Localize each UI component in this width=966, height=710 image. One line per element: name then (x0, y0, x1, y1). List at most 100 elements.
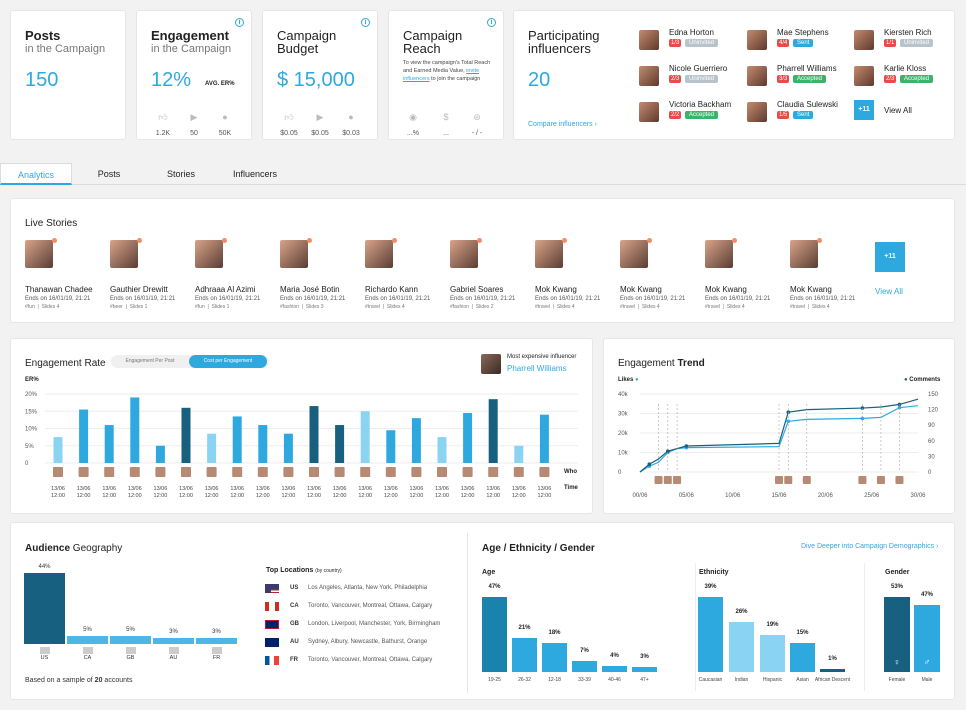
avatar (155, 467, 166, 477)
er-bar (386, 430, 396, 463)
info-icon[interactable]: i (361, 18, 370, 27)
story-tags: #fun | Slides 4 (25, 304, 60, 310)
story-item[interactable]: Mok Kwang Ends on 16/01/19, 21:21 #travel … (790, 238, 870, 310)
reach-description: To view the campaign's Total Reach and E… (403, 60, 491, 82)
geo-bar-category: AU (169, 655, 178, 661)
live-dot-icon (137, 238, 142, 243)
tab-posts[interactable]: Posts (97, 169, 121, 179)
tab-influencers[interactable]: Influencers (232, 169, 278, 179)
more-stories-badge[interactable]: +11 (875, 242, 905, 272)
avatar (854, 66, 874, 86)
demo-bar: 7% 33-39 (572, 648, 597, 683)
x-date-label: 13/06 (282, 486, 296, 492)
story-item[interactable]: Maria José Botin Ends on 16/01/19, 21:21 #… (280, 238, 360, 310)
geo-bar-label: 44% (38, 564, 51, 570)
post-count-badge: 3/3 (777, 75, 790, 83)
bar-value-label: 39% (704, 584, 717, 590)
story-tags: #travel | Slides 4 (365, 304, 405, 310)
female-icon: ♀ (893, 657, 901, 667)
story-item[interactable]: Mok Kwang Ends on 16/01/19, 21:21 #travel … (535, 238, 615, 310)
engagement-trend-card: Engagement Trend Likes ● ● Comments (603, 338, 955, 514)
location-row: AU Sydney, Albury, Newcastle, Bathurst, O… (265, 637, 465, 649)
er-bar (79, 409, 89, 463)
story-tags: #fashion | Slides 2 (450, 304, 494, 310)
engagement-subtitle: in the Campaign (151, 43, 232, 55)
demo-bar: 53% Female (884, 584, 910, 683)
likes-axis-label: Likes ● (618, 377, 639, 383)
x-date-label: 13/06 (512, 486, 526, 492)
location-row: GB London, Liverpool, Manchester, York, B… (265, 619, 465, 631)
geo-bar (110, 635, 151, 644)
engagement-per-post-toggle[interactable]: Engagement Per Post (125, 358, 175, 364)
comment-icon: ● (222, 112, 228, 122)
view-all-influencers[interactable]: View All (884, 106, 912, 115)
story-item[interactable]: Mok Kwang Ends on 16/01/19, 21:21 #travel … (620, 238, 700, 310)
avatar (488, 467, 499, 477)
x-date-label: 13/06 (486, 486, 500, 492)
budget-title-line1: Campaign (277, 28, 337, 43)
er-bar (514, 445, 524, 463)
dollar-icon: $ (443, 112, 449, 122)
time-label: Time (564, 485, 578, 491)
status-badge: Sent (793, 111, 814, 119)
story-ends: Ends on 16/01/19, 21:21 (365, 296, 431, 302)
avatar (309, 467, 319, 477)
more-influencers-badge[interactable]: +11 (854, 100, 874, 120)
story-ends: Ends on 16/01/19, 21:21 (620, 296, 686, 302)
divider (695, 563, 696, 691)
tab-analytics[interactable]: Analytics (0, 163, 72, 185)
expensive-influencer-name[interactable]: Pharrell Williams (507, 364, 567, 373)
story-item[interactable]: Thanawan Chadee Ends on 16/01/19, 21:21 #f… (25, 238, 105, 310)
posts-value: 150 (25, 69, 59, 91)
x-date-label: 13/06 (102, 486, 116, 492)
y-tick-label: 15% (25, 409, 38, 415)
cost-per-engagement-toggle[interactable]: Cost per Engagement (189, 355, 267, 368)
reach-card: i Campaign Reach To view the campaign's … (388, 10, 504, 140)
cost-per-like: 👍︎ $0.05 (275, 111, 303, 137)
x-date-label: 13/06 (333, 486, 347, 492)
dive-deeper-link[interactable]: Dive Deeper into Campaign Demographics › (801, 543, 939, 550)
x-time-label: 12:00 (256, 493, 270, 499)
x-date-label: 13/06 (77, 486, 91, 492)
er-bar (360, 411, 370, 463)
story-ends: Ends on 16/01/19, 21:21 (110, 296, 176, 302)
story-item[interactable]: Adhraaa Al Azimi Ends on 16/01/19, 21:21 #… (195, 238, 275, 310)
story-author: Gabriel Soares (450, 285, 504, 294)
story-item[interactable]: Gabriel Soares Ends on 16/01/19, 21:21 #fa… (450, 238, 530, 310)
y-tick-label: 0 (25, 461, 29, 467)
country-flag-icon (39, 647, 50, 654)
avatar (78, 467, 89, 477)
avatar (747, 66, 767, 86)
info-icon[interactable]: i (487, 18, 496, 27)
info-icon[interactable]: i (235, 18, 244, 27)
male-icon: ♂ (923, 657, 931, 667)
avatar (639, 102, 659, 122)
er-bar (181, 407, 191, 463)
story-author: Thanawan Chadee (25, 285, 93, 294)
country-flag-icon (211, 647, 222, 654)
geo-bar-label: 5% (83, 626, 92, 633)
bar-value-label: 19% (766, 622, 779, 629)
tab-bar: Analytics Posts Stories Influencers (0, 163, 966, 185)
x-date-label: 13/06 (410, 486, 424, 492)
story-item[interactable]: Mok Kwang Ends on 16/01/19, 21:21 #travel … (705, 238, 785, 310)
invite-influencers-link[interactable]: invite influencers (403, 68, 480, 82)
avatar (450, 238, 482, 268)
cost-per-comment: ● $0.03 (337, 111, 365, 137)
x-time-label: 12:00 (282, 493, 296, 499)
bar-value-label: 18% (548, 630, 561, 637)
tab-stories[interactable]: Stories (166, 169, 195, 179)
view-all-stories[interactable]: View All (875, 287, 903, 296)
bar-value-label: 26% (735, 609, 748, 615)
story-author: Mok Kwang (535, 285, 577, 294)
x-time-label: 12:00 (307, 493, 321, 499)
avg-er-label: AVG. ER% (205, 81, 235, 87)
er-bar (411, 418, 421, 463)
story-item[interactable]: Gauthier Drewitt Ends on 16/01/19, 21:21 #… (110, 238, 190, 310)
x-date-label: 13/06 (384, 486, 398, 492)
compare-influencers-link[interactable]: Compare influencers › (528, 121, 597, 128)
story-item[interactable]: Richardo Kann Ends on 16/01/19, 21:21 #tra… (365, 238, 445, 310)
bar-value-label: 7% (580, 647, 589, 654)
er-bar (335, 425, 345, 463)
location-row: CA Toronto, Vancouver, Montreal, Ottawa, … (265, 601, 465, 613)
